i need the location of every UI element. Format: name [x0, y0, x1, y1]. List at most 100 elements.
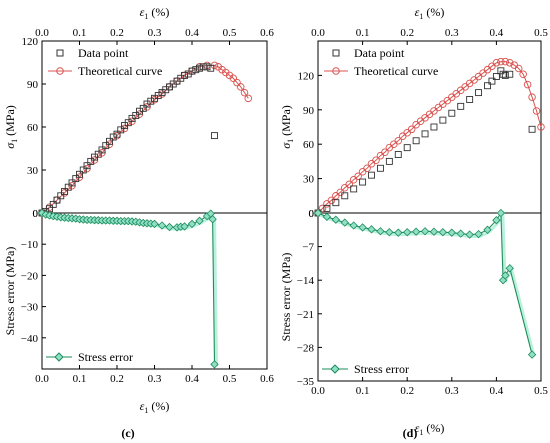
x-tick-label-bottom: 0.2 — [400, 385, 414, 397]
y-tick-label-bottom: −21 — [297, 309, 314, 321]
y-tick-label-bottom: −14 — [297, 275, 315, 287]
data-point-marker — [403, 144, 411, 152]
theoretical-curve-point — [229, 74, 237, 83]
y-tick-label-top: 0 — [309, 208, 315, 220]
x-tick-label-top: 0.0 — [311, 27, 325, 39]
data-point-marker — [368, 171, 375, 179]
x-axis-title-top: ε1 (%) — [415, 5, 445, 21]
legend-data-point-label: Data point — [354, 46, 405, 60]
data-point-marker — [57, 192, 65, 200]
data-point-marker — [61, 188, 68, 195]
theoretical-curve-point — [372, 156, 380, 165]
y-tick-label-bottom: 0 — [33, 208, 39, 220]
stress-error-marker — [157, 221, 167, 230]
stress-error-marker — [150, 219, 159, 229]
theoretical-curve-point — [519, 70, 527, 79]
stress-error-marker — [322, 212, 332, 222]
legend-stress-error-label: Stress error — [78, 350, 133, 364]
stress-error-marker — [456, 229, 465, 238]
data-point-marker — [412, 137, 420, 145]
stress-error-marker — [505, 264, 514, 273]
data-point-marker — [117, 126, 125, 134]
stress-error-marker — [438, 228, 448, 237]
x-tick-label-top: 0.0 — [35, 27, 49, 39]
x-tick-label-bottom: 0.1 — [356, 385, 370, 397]
data-point-marker — [106, 137, 113, 145]
data-point-marker — [132, 112, 140, 119]
y-tick-label-bottom: −30 — [21, 302, 39, 314]
theoretical-curve-point — [514, 64, 523, 73]
data-point-marker — [439, 116, 447, 124]
y-tick-label-top: 0 — [33, 208, 39, 220]
data-point-marker — [72, 175, 80, 183]
stress-error-marker — [492, 216, 501, 225]
data-point-marker — [76, 170, 83, 178]
data-point-marker — [385, 157, 393, 165]
data-point-marker — [64, 183, 72, 191]
data-point-marker — [484, 82, 491, 90]
legend-stress-error-label: Stress error — [354, 362, 409, 376]
data-point-marker — [323, 204, 331, 212]
x-tick-label-top: 0.1 — [356, 27, 370, 39]
stress-error-marker — [180, 222, 189, 231]
y-tick-label-bottom: −20 — [21, 270, 39, 282]
data-point-marker — [124, 119, 132, 127]
legend-theoretical-label: Theoretical curve — [354, 64, 438, 78]
theoretical-curve-point — [528, 93, 536, 101]
theoretical-curve-point — [407, 125, 416, 134]
data-point-marker — [421, 130, 429, 138]
data-point-marker — [49, 200, 57, 208]
x-tick-label-top: 0.3 — [445, 27, 459, 39]
stress-error-line — [41, 212, 216, 365]
y-axis-title-bottom: Stress error (MPa) — [279, 253, 293, 342]
y-tick-label-top: 30 — [27, 165, 39, 177]
data-point-marker — [376, 164, 384, 172]
stress-error-marker — [187, 219, 197, 229]
panel-label: (c) — [121, 426, 134, 440]
x-axis-title-bottom: ε1 (%) — [140, 399, 170, 415]
stress-error-marker — [358, 223, 367, 232]
stress-error-marker — [527, 350, 537, 359]
data-point-marker — [139, 104, 147, 112]
stress-error-marker — [474, 229, 483, 239]
x-tick-label-bottom: 0.3 — [148, 373, 162, 385]
y-axis-title-bottom: Stress error (MPa) — [3, 247, 17, 336]
stress-error-marker — [208, 215, 217, 224]
y-tick-label-top: 90 — [303, 105, 315, 117]
stress-error-marker — [411, 227, 421, 236]
theoretical-curve-point — [345, 180, 353, 189]
theoretical-curve-point — [523, 80, 532, 89]
legend-theoretical-label: Theoretical curve — [78, 64, 162, 78]
data-point-marker — [87, 157, 95, 165]
y-tick-label-bottom: 0 — [309, 208, 315, 220]
x-tick-label-top: 0.1 — [73, 27, 87, 39]
x-tick-label-top: 0.4 — [185, 27, 199, 39]
x-axis-title-top: ε1 (%) — [140, 5, 170, 21]
data-point-marker — [332, 199, 340, 207]
theoretical-curve-line — [41, 64, 249, 214]
x-tick-label-top: 0.2 — [110, 27, 124, 39]
x-tick-label-top: 0.4 — [490, 27, 504, 39]
data-point-marker — [94, 150, 102, 158]
stress-error-marker — [195, 216, 204, 225]
x-tick-label-bottom: 0.5 — [223, 373, 237, 385]
stress-error-marker — [420, 227, 430, 236]
legend-theoretical-marker — [56, 67, 64, 75]
y-tick-label-top: 120 — [22, 36, 39, 48]
data-point-marker — [394, 151, 402, 158]
y-tick-label-bottom: −7 — [302, 242, 314, 254]
theoretical-curve-point — [318, 204, 327, 213]
data-point-marker — [113, 130, 121, 138]
theoretical-curve-point — [240, 88, 249, 97]
legend-stress-error-marker — [330, 364, 340, 374]
y-tick-label-top: 90 — [27, 79, 39, 91]
data-point-marker — [211, 132, 218, 140]
stress-error-marker — [367, 225, 376, 234]
legend-data-point-label: Data point — [78, 46, 129, 60]
legend-data-point-marker — [332, 49, 340, 57]
x-axis-title-bottom: ε1 (%) — [415, 421, 445, 437]
data-point-marker — [430, 123, 438, 131]
stress-error-marker — [349, 221, 358, 230]
x-tick-label-bottom: 0.4 — [490, 385, 504, 397]
